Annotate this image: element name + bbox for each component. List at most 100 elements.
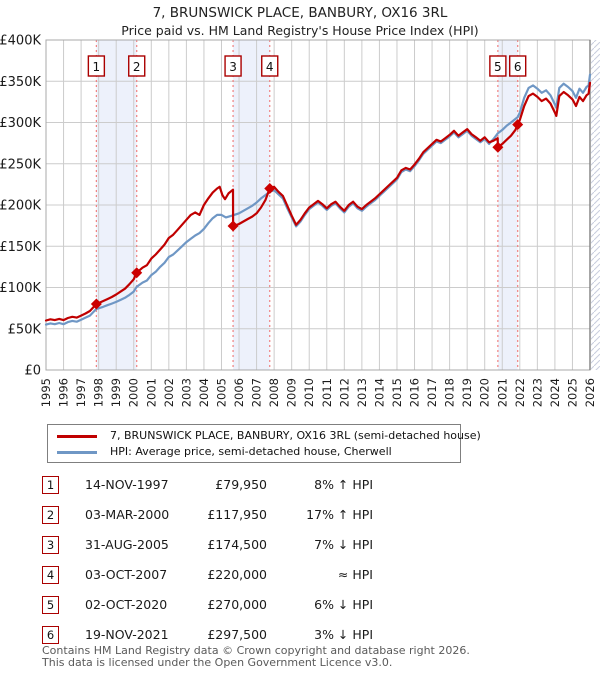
sale-price: £79,950 [215, 477, 267, 492]
sale-number-box: 5 [42, 596, 59, 614]
x-tick-label: 2009 [285, 378, 299, 407]
x-tick-label: 2021 [495, 378, 509, 407]
x-tick-label: 2024 [548, 378, 562, 407]
y-tick-label: £250K [0, 157, 41, 172]
legend: 7, BRUNSWICK PLACE, BANBURY, OX16 3RL (s… [47, 424, 481, 463]
x-tick-label: 1996 [57, 378, 71, 407]
sale-number-box [87, 55, 106, 77]
sale-price: £174,500 [207, 537, 267, 552]
sale-date: 02-OCT-2020 [85, 597, 168, 612]
y-tick-label: £350K [0, 75, 41, 90]
legend-label-price: 7, BRUNSWICK PLACE, BANBURY, OX16 3RL (s… [110, 429, 481, 442]
x-tick-label: 2010 [302, 378, 316, 407]
sale-marker-diamond [227, 220, 239, 232]
y-tick-label: £400K [0, 34, 41, 49]
y-tick-label: £100K [0, 281, 41, 296]
page-subtitle: Price paid vs. HM Land Registry's House … [121, 23, 479, 38]
sale-date: 31-AUG-2005 [85, 537, 169, 552]
x-tick-label: 2000 [127, 378, 141, 407]
sale-number-box: 1 [42, 476, 59, 494]
sale-marker-diamond [90, 298, 102, 310]
sale-vs-hpi: 6% ↓ HPI [314, 597, 373, 612]
sale-price: £117,950 [207, 507, 267, 522]
sale-date: 14-NOV-1997 [85, 477, 169, 492]
sale-number-box [261, 55, 279, 77]
x-tick-label: 2025 [565, 378, 579, 407]
page-title: 7, BRUNSWICK PLACE, BANBURY, OX16 3RL [152, 5, 448, 21]
x-tick-label: 2022 [513, 378, 527, 407]
x-tick-label: 2017 [425, 378, 439, 407]
x-tick-label: 2002 [162, 378, 176, 407]
y-tick-label: £150K [0, 240, 41, 255]
series-line-hpi [44, 73, 592, 326]
x-tick-label: 2016 [408, 378, 422, 407]
sale-number-box: 2 [42, 506, 59, 524]
y-tick-label: £200K [0, 199, 41, 214]
sale-price: £220,000 [207, 567, 267, 582]
sale-number-box: 4 [42, 566, 59, 584]
x-tick-label: 2026 [583, 378, 597, 407]
sale-number-box: 6 [42, 626, 59, 644]
sale-price: £297,500 [207, 627, 267, 642]
sale-number-box [128, 55, 146, 77]
x-tick-label: 1997 [74, 378, 88, 407]
sale-row-2: 2 03-MAR-2000 £117,950 17% ↑ HPI [0, 506, 600, 528]
y-tick-label: £300K [0, 116, 41, 131]
x-tick-label: 2001 [144, 378, 158, 407]
x-tick-label: 1999 [109, 378, 123, 407]
sale-vs-hpi: 8% ↑ HPI [314, 477, 373, 492]
series-line-price_paid [44, 81, 592, 322]
sale-date: 03-OCT-2007 [85, 567, 168, 582]
sale-number-label: 4 [266, 60, 274, 74]
sale-number-label: 5 [494, 60, 502, 74]
x-tick-label: 2006 [232, 378, 246, 407]
sale-vs-hpi: ≈ HPI [337, 567, 373, 582]
x-tick-label: 1995 [39, 378, 53, 407]
sale-number-label: 2 [133, 60, 141, 74]
x-tick-label: 2003 [179, 378, 193, 407]
x-tick-label: 2018 [443, 378, 457, 407]
x-tick-label: 2008 [267, 378, 281, 407]
x-tick-label: 1998 [92, 378, 106, 407]
x-tick-label: 2013 [355, 378, 369, 407]
sale-number-box: 3 [42, 536, 59, 554]
x-tick-label: 2023 [530, 378, 544, 407]
sale-vs-hpi: 7% ↓ HPI [314, 537, 373, 552]
sale-date: 03-MAR-2000 [85, 507, 170, 522]
x-tick-label: 2004 [197, 378, 211, 407]
plot-border [45, 39, 591, 371]
sale-number-box [224, 55, 242, 77]
footer-line-1: Contains HM Land Registry data © Crown c… [42, 644, 470, 657]
legend-label-hpi: HPI: Average price, semi-detached house,… [110, 445, 392, 458]
sale-date-lines [95, 40, 519, 370]
sale-number-box [509, 55, 527, 77]
sale-marker-diamond [264, 183, 276, 194]
x-tick-label: 2015 [390, 378, 404, 407]
hpi-line-swatch [57, 451, 97, 454]
sale-row-5: 5 02-OCT-2020 £270,000 6% ↓ HPI [0, 596, 600, 618]
sale-markers [90, 119, 524, 310]
sale-row-1: 1 14-NOV-1997 £79,950 8% ↑ HPI [0, 476, 600, 498]
x-tick-label: 2014 [372, 378, 386, 407]
price-line-swatch [57, 435, 97, 438]
sale-row-3: 3 31-AUG-2005 £174,500 7% ↓ HPI [0, 536, 600, 558]
sale-marker-diamond [131, 267, 143, 279]
legend-row-price: 7, BRUNSWICK PLACE, BANBURY, OX16 3RL (s… [48, 428, 481, 445]
sale-number-label: 3 [229, 60, 237, 74]
sale-number-label: 6 [514, 60, 522, 74]
sale-date: 19-NOV-2021 [85, 627, 169, 642]
x-tick-label: 2011 [320, 378, 334, 407]
y-tick-label: £0 [24, 364, 41, 379]
sale-marker-diamond [512, 119, 524, 131]
x-tick-label: 2020 [478, 378, 492, 407]
legend-row-hpi: HPI: Average price, semi-detached house,… [48, 444, 460, 461]
series-lines [44, 73, 592, 326]
x-tick-label: 2005 [214, 378, 228, 407]
x-tick-label: 2019 [460, 378, 474, 407]
x-tick-label: 2007 [250, 378, 264, 407]
sale-vs-hpi: 3% ↓ HPI [314, 627, 373, 642]
sale-number-box [489, 55, 507, 77]
